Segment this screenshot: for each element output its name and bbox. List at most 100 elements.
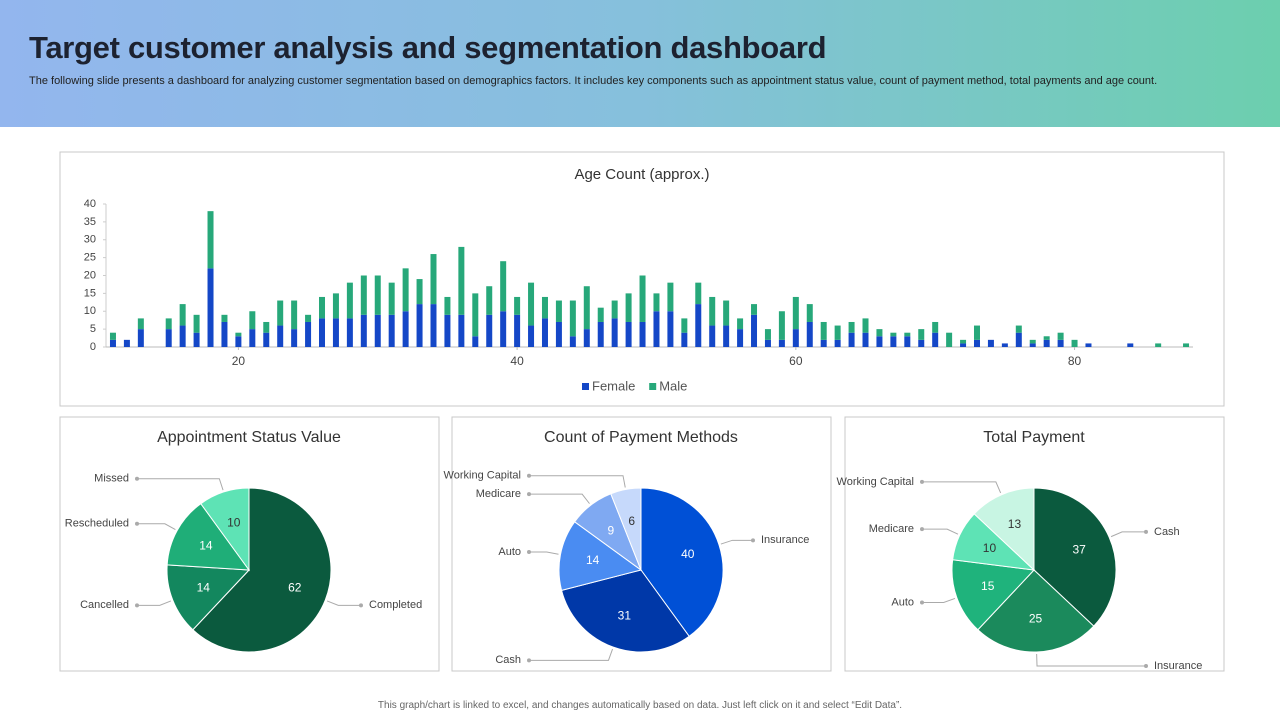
page-subtitle: The following slide presents a dashboard… <box>29 75 1158 87</box>
bar <box>137 318 144 330</box>
leader-dot <box>359 603 363 608</box>
pie-slice <box>610 487 642 571</box>
bar <box>332 293 339 319</box>
bar <box>723 325 730 347</box>
bar <box>109 339 116 347</box>
bar <box>486 314 493 347</box>
bar <box>611 318 618 347</box>
bar <box>681 332 688 347</box>
bar <box>514 314 521 347</box>
bar <box>555 321 562 347</box>
bar <box>305 321 312 347</box>
bar <box>444 296 451 315</box>
bar <box>346 318 353 347</box>
category-label: Working Capital <box>444 470 521 482</box>
bar <box>751 314 758 347</box>
bar <box>792 296 799 330</box>
category-label: Completed <box>369 599 422 611</box>
bar <box>820 339 827 347</box>
bar <box>973 339 980 347</box>
leader-line <box>720 539 753 545</box>
bar <box>681 318 688 333</box>
bar <box>932 321 939 333</box>
legend-label: Male <box>659 378 687 393</box>
leader-line <box>137 523 176 530</box>
bar <box>583 286 590 330</box>
x-tick-label: 80 <box>1068 354 1082 368</box>
data-label: 13 <box>1008 517 1022 531</box>
bar <box>1015 325 1022 333</box>
bar <box>500 261 507 312</box>
bar <box>291 300 298 330</box>
bar <box>667 282 674 312</box>
bar <box>625 293 632 322</box>
x-tick-label: 40 <box>510 354 524 368</box>
data-label: 62 <box>288 580 302 594</box>
bar <box>597 307 604 322</box>
bar <box>528 325 535 347</box>
header-band: Target customer analysis and segmentatio… <box>0 0 1280 127</box>
leader-line <box>922 481 1002 494</box>
x-tick-label: 60 <box>789 354 803 368</box>
bar <box>416 279 423 305</box>
legend-label: Female <box>592 378 635 393</box>
bar <box>932 332 939 347</box>
bar <box>583 329 590 347</box>
bar <box>388 314 395 347</box>
bar <box>263 321 270 333</box>
bar <box>249 311 256 330</box>
bar <box>904 336 911 347</box>
pie-slice <box>640 487 724 638</box>
bar <box>946 332 953 347</box>
bar <box>918 339 925 347</box>
bar <box>235 332 242 337</box>
bar <box>764 339 771 347</box>
y-tick-label: 20 <box>84 269 96 281</box>
bar <box>165 329 172 347</box>
bar <box>137 329 144 347</box>
pie-slice <box>560 569 690 653</box>
data-label: 9 <box>608 523 615 537</box>
category-label: Cancelled <box>80 599 129 611</box>
bar <box>1183 343 1190 347</box>
bar <box>374 314 381 347</box>
bar <box>402 268 409 312</box>
leader-line <box>922 528 959 535</box>
bar <box>834 325 841 340</box>
data-label: 10 <box>227 515 241 529</box>
bar <box>486 286 493 315</box>
bar <box>904 332 911 337</box>
bar <box>207 268 214 347</box>
bar <box>1057 332 1064 340</box>
bar <box>319 296 326 319</box>
category-label: Auto <box>891 596 914 608</box>
bar <box>1029 343 1036 347</box>
legend-swatch <box>649 383 657 390</box>
bar <box>653 293 660 312</box>
leader-dot <box>1144 529 1148 534</box>
leader-line <box>1110 531 1146 538</box>
leader-dot <box>527 658 531 663</box>
leader-line <box>326 600 361 606</box>
bar <box>973 325 980 340</box>
bar <box>123 339 130 347</box>
bar <box>319 318 326 347</box>
bar <box>430 304 437 347</box>
chart-title: Count of Payment Methods <box>544 429 738 446</box>
data-label: 37 <box>1072 543 1086 557</box>
bar <box>597 321 604 347</box>
bar <box>402 311 409 347</box>
legend-swatch <box>582 383 589 390</box>
bar <box>862 318 869 333</box>
bar <box>179 304 186 326</box>
leader-line <box>529 551 559 555</box>
bar <box>890 336 897 347</box>
leader-line <box>529 475 626 488</box>
bar <box>695 304 702 347</box>
pie-slice <box>973 487 1035 572</box>
bar <box>179 325 186 347</box>
y-tick-label: 0 <box>90 341 96 353</box>
page-title: Target customer analysis and segmentatio… <box>29 30 827 65</box>
bar <box>1029 339 1036 344</box>
bar <box>778 339 785 347</box>
